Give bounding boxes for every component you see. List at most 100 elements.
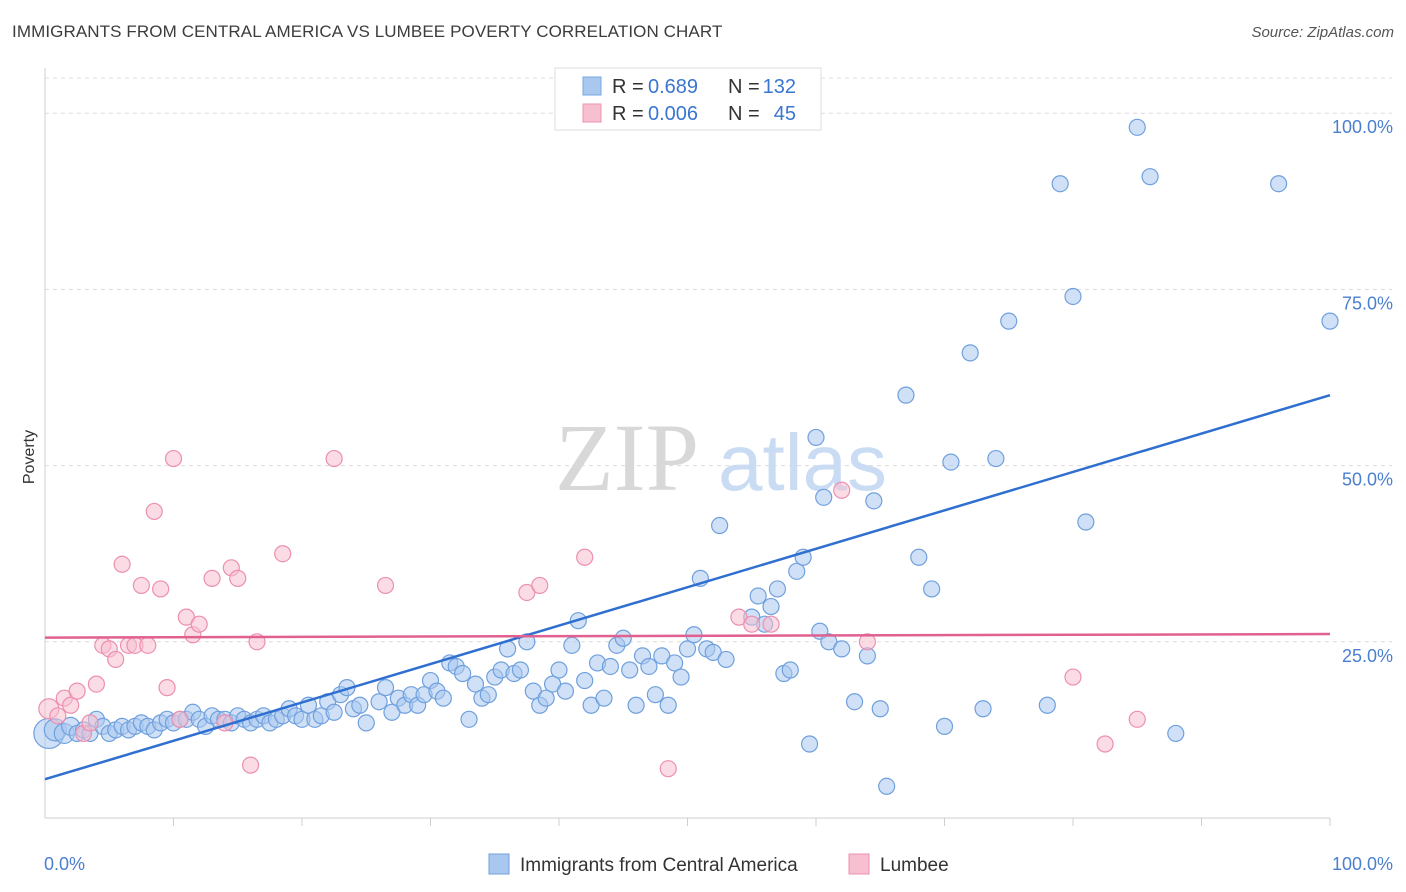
point-central-america — [987, 449, 1005, 468]
point-lumbee — [274, 545, 292, 563]
point-central-america — [1141, 168, 1159, 186]
point-lumbee — [171, 710, 189, 728]
point-lumbee — [164, 449, 183, 468]
legend-swatch — [582, 76, 602, 96]
point-lumbee — [833, 481, 851, 499]
point-central-america — [897, 386, 915, 404]
point-central-america — [357, 714, 375, 732]
point-central-america — [974, 700, 992, 718]
point-central-america — [768, 580, 787, 598]
point-central-america — [595, 689, 613, 707]
point-central-america — [878, 777, 896, 795]
point-central-america — [1167, 724, 1185, 743]
point-central-america — [845, 693, 864, 711]
point-central-america — [627, 696, 645, 714]
y-axis-label: Poverty — [21, 430, 38, 484]
point-central-america — [511, 661, 530, 679]
point-central-america — [351, 696, 369, 714]
point-central-america — [460, 710, 478, 728]
point-central-america — [910, 548, 928, 566]
point-central-america — [537, 689, 555, 707]
point-central-america — [1128, 118, 1146, 136]
data-points — [33, 118, 1339, 795]
point-lumbee — [113, 555, 131, 573]
point-central-america — [762, 597, 780, 616]
point-lumbee — [145, 502, 163, 521]
point-lumbee — [62, 696, 80, 714]
point-central-america — [935, 717, 954, 735]
x-tick-label: 100.0% — [1332, 854, 1393, 874]
point-central-america — [961, 344, 979, 362]
point-central-america — [640, 657, 658, 676]
trend-line-lumbee — [44, 632, 1331, 639]
point-central-america — [376, 679, 395, 697]
point-central-america — [434, 689, 452, 707]
y-tick-label: 50.0% — [1342, 470, 1393, 490]
point-lumbee — [132, 576, 150, 595]
legend-r-label: R = — [612, 76, 644, 98]
point-lumbee — [87, 675, 106, 693]
point-lumbee — [139, 636, 157, 654]
point-lumbee — [49, 707, 67, 725]
point-central-america — [659, 696, 677, 714]
point-central-america — [800, 735, 819, 753]
point-lumbee — [158, 679, 176, 697]
point-central-america — [454, 664, 472, 683]
point-central-america — [871, 700, 889, 718]
point-central-america — [479, 686, 497, 704]
point-central-america — [1038, 696, 1056, 714]
legend-n-value: 132 — [763, 76, 796, 98]
point-central-america — [621, 661, 639, 679]
grid-lines — [45, 77, 1392, 643]
point-central-america — [807, 428, 825, 447]
axes: 25.0% 50.0% 75.0% 100.0% 0.0% 100.0% — [44, 68, 1393, 874]
legend-r-value: 0.006 — [648, 103, 698, 125]
bottom-legend-swatch — [848, 853, 870, 875]
bottom-legend: Immigrants from Central America Lumbee — [488, 853, 949, 876]
point-lumbee — [68, 682, 86, 700]
bottom-legend-label: Lumbee — [880, 855, 949, 876]
point-central-america — [672, 668, 690, 686]
watermark: ZIP atlas — [555, 404, 887, 511]
legend-n-value: 45 — [774, 103, 796, 125]
legend-n-label: N = — [728, 76, 760, 98]
watermark-zip: ZIP — [555, 404, 699, 511]
point-central-america — [1269, 175, 1288, 193]
point-central-america — [466, 675, 485, 693]
point-central-america — [646, 686, 664, 704]
point-lumbee — [858, 633, 877, 651]
point-lumbee — [576, 548, 594, 566]
point-lumbee — [190, 615, 208, 633]
point-lumbee — [203, 569, 221, 587]
point-central-america — [563, 636, 581, 654]
point-central-america — [576, 671, 594, 690]
point-central-america — [1051, 175, 1069, 193]
point-central-america — [717, 650, 735, 669]
point-central-america — [370, 693, 388, 711]
point-central-america — [1077, 513, 1095, 531]
legend-swatch — [582, 103, 602, 123]
point-lumbee — [1096, 735, 1114, 753]
y-tick-label: 25.0% — [1342, 646, 1393, 666]
point-central-america — [833, 640, 851, 658]
point-lumbee — [242, 756, 260, 774]
x-tick-label: 0.0% — [44, 854, 85, 874]
bottom-legend-label: Immigrants from Central America — [520, 855, 798, 876]
point-central-america — [1064, 287, 1082, 306]
point-central-america — [601, 657, 620, 676]
point-lumbee — [152, 580, 170, 598]
point-lumbee — [325, 449, 343, 468]
point-central-america — [865, 492, 883, 510]
point-central-america — [815, 488, 833, 506]
point-lumbee — [376, 576, 395, 595]
point-central-america — [678, 640, 697, 658]
point-central-america — [556, 682, 575, 700]
point-lumbee — [107, 650, 125, 669]
point-central-america — [518, 633, 536, 651]
point-lumbee — [762, 615, 780, 633]
point-central-america — [788, 562, 806, 580]
point-central-america — [1321, 312, 1339, 330]
point-central-america — [614, 629, 632, 647]
point-lumbee — [1064, 668, 1082, 686]
chart-title: IMMIGRANTS FROM CENTRAL AMERICA VS LUMBE… — [12, 22, 723, 41]
